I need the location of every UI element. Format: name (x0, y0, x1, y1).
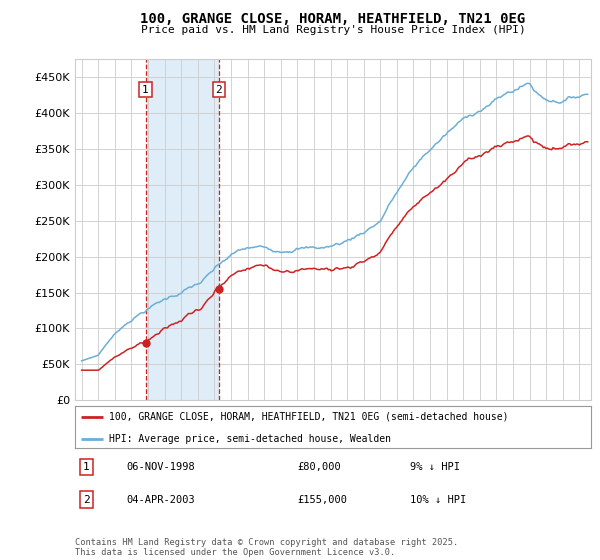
Text: 1: 1 (142, 85, 149, 95)
Text: 2: 2 (83, 494, 90, 505)
Text: HPI: Average price, semi-detached house, Wealden: HPI: Average price, semi-detached house,… (109, 434, 391, 444)
Text: 10% ↓ HPI: 10% ↓ HPI (410, 494, 467, 505)
Text: Price paid vs. HM Land Registry's House Price Index (HPI): Price paid vs. HM Land Registry's House … (140, 25, 526, 35)
Text: £155,000: £155,000 (297, 494, 347, 505)
Text: 9% ↓ HPI: 9% ↓ HPI (410, 462, 460, 472)
Text: 100, GRANGE CLOSE, HORAM, HEATHFIELD, TN21 0EG (semi-detached house): 100, GRANGE CLOSE, HORAM, HEATHFIELD, TN… (109, 412, 508, 422)
Text: £80,000: £80,000 (297, 462, 341, 472)
Text: 2: 2 (215, 85, 222, 95)
Text: 04-APR-2003: 04-APR-2003 (127, 494, 196, 505)
Text: Contains HM Land Registry data © Crown copyright and database right 2025.
This d: Contains HM Land Registry data © Crown c… (75, 538, 458, 557)
Text: 1: 1 (83, 462, 90, 472)
Text: 100, GRANGE CLOSE, HORAM, HEATHFIELD, TN21 0EG: 100, GRANGE CLOSE, HORAM, HEATHFIELD, TN… (140, 12, 526, 26)
Text: 06-NOV-1998: 06-NOV-1998 (127, 462, 196, 472)
